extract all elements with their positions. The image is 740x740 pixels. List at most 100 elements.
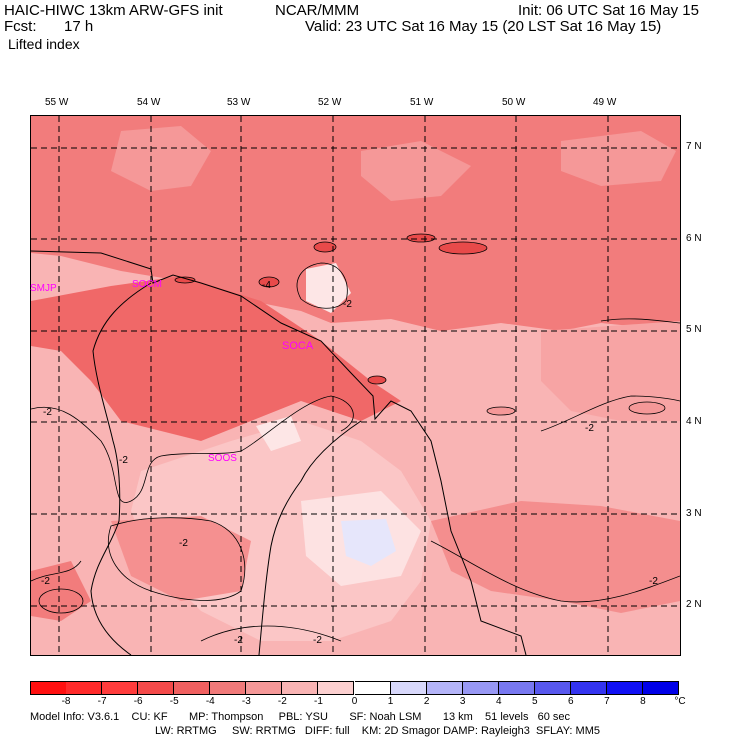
colorbar-swatch [426, 681, 463, 695]
country-border [90, 282, 152, 655]
field-region-light [111, 126, 211, 191]
lon-label-52w: 52 W [318, 97, 342, 108]
init-time: Init: 06 UTC Sat 16 May 15 [518, 2, 699, 19]
colorbar-swatch [66, 681, 103, 695]
lat-label-2n: 2 N [686, 599, 702, 610]
model-info-line-2: LW: RRTMG SW: RRTMG DIFF: full KM: 2D Sm… [155, 725, 600, 737]
colorbar-swatch [642, 681, 679, 695]
contour-line-minus-2 [31, 560, 82, 582]
colorbar-tick-label: -4 [205, 696, 215, 707]
contour-label: -2 [41, 576, 50, 587]
contour-cell [258, 276, 280, 288]
colorbar-tick-label: 5 [531, 696, 538, 707]
contour-label: -2 [585, 423, 594, 434]
lon-label-54w: 54 W [137, 97, 161, 108]
lat-label-6n: 6 N [686, 233, 702, 244]
lat-label-7n: 7 N [686, 141, 702, 152]
model-info-line-1: Model Info: V3.6.1 CU: KF MP: Thompson P… [30, 711, 571, 723]
contour-line-minus-2 [540, 395, 680, 432]
contour-cell [438, 241, 488, 255]
lon-label-55w: 55 W [45, 97, 69, 108]
field-region-near-zero [256, 416, 301, 451]
contour-label: -2 [649, 576, 658, 587]
field-region-near-zero [306, 263, 351, 313]
contour-cell [38, 588, 84, 614]
lon-label-50w: 50 W [502, 97, 526, 108]
field-name: Lifted index [8, 36, 80, 52]
field-region-positive [341, 519, 396, 566]
lat-label-4n: 4 N [686, 416, 702, 427]
contour-label: -2 [119, 455, 128, 466]
colorbar-tick-label: 4 [495, 696, 502, 707]
colorbar-swatch [498, 681, 535, 695]
contour-label: -2 [43, 407, 52, 418]
colorbar-swatch [390, 681, 427, 695]
colorbar-tick-label: 6 [568, 696, 574, 707]
forecast-hour: 17 h [64, 18, 94, 35]
colorbar-tick-label: 1 [387, 696, 394, 707]
country-border [31, 250, 527, 655]
colorbar-swatch [606, 681, 643, 695]
colorbar-swatch [246, 681, 283, 695]
colorbar-swatch [102, 681, 139, 695]
colorbar-tick-label: -5 [169, 696, 179, 707]
contour-cell [367, 375, 387, 385]
country-border [258, 420, 362, 655]
lon-label-53w: 53 W [227, 97, 251, 108]
colorbar-swatch [534, 681, 571, 695]
colorbar-tick-label: -6 [133, 696, 143, 707]
field-region-light [111, 516, 251, 601]
colorbar-tick-label: 8 [640, 696, 646, 707]
lat-label-3n: 3 N [686, 508, 702, 519]
lon-label-51w: 51 W [410, 97, 434, 108]
colorbar-unit: °C [674, 696, 686, 707]
valid-time: Valid: 23 UTC Sat 16 May 15 (20 LST Sat … [305, 18, 662, 35]
colorbar-tick-label: -7 [97, 696, 107, 707]
contour-line-minus-2 [600, 318, 680, 324]
colorbar-tick-label: 2 [423, 696, 430, 707]
lat-label-5n: 5 N [686, 324, 702, 335]
contour-cell [628, 401, 666, 415]
contour-line-minus-2 [296, 262, 348, 309]
lat-lon-grid [31, 116, 680, 655]
forecast-label: Fcst: [4, 18, 37, 35]
colorbar-swatch [570, 681, 607, 695]
station-socm: SOCM [132, 279, 162, 290]
colorbar-swatch [354, 681, 391, 695]
colorbar-tick-label: -2 [277, 696, 287, 707]
colorbar-tick-label: 7 [604, 696, 610, 707]
station-soca: SOCA [282, 340, 314, 352]
field-region-strong [31, 276, 401, 441]
colorbar-tick-label: 3 [459, 696, 466, 707]
colorbar-tick-label: 0 [351, 696, 358, 707]
field-region-light [361, 141, 471, 201]
colorbar-swatch [174, 681, 211, 695]
station-smjp: SMJP [30, 283, 57, 294]
lon-label-49w: 49 W [593, 97, 617, 108]
contour-line-minus-2 [31, 395, 354, 503]
contour-label: -2 [179, 538, 188, 549]
colorbar-swatch [282, 681, 319, 695]
field-region-light [431, 501, 680, 613]
contour-line-minus-2 [200, 625, 342, 642]
colorbar-swatch [30, 681, 68, 695]
colorbar-swatch [318, 681, 355, 695]
contour-label: -2 [234, 635, 243, 646]
colorbar-swatch [138, 681, 175, 695]
contour-label: -2 [343, 299, 352, 310]
contour-label: -2 [313, 635, 322, 646]
colorbar-tick-label: -3 [241, 696, 251, 707]
colorbar-swatch [462, 681, 499, 695]
station-soos: SOOS [208, 453, 237, 464]
contour-cell [313, 241, 337, 253]
colorbar-tick-label: -8 [61, 696, 71, 707]
map-field: -4 -2 -2 -2 -2 -2 -2 -2 -2 -2 [31, 116, 680, 655]
model-title: HAIC-HIWC 13km ARW-GFS init [4, 2, 223, 19]
contour-label: -4 [262, 280, 271, 291]
organization-label: NCAR/MMM [275, 2, 360, 19]
contour-cell [406, 233, 436, 243]
colorbar-tick-label: -1 [313, 696, 323, 707]
colorbar-swatch [210, 681, 247, 695]
field-region-light [561, 131, 676, 186]
map-panel: -4 -2 -2 -2 -2 -2 -2 -2 -2 -2 [30, 115, 681, 656]
